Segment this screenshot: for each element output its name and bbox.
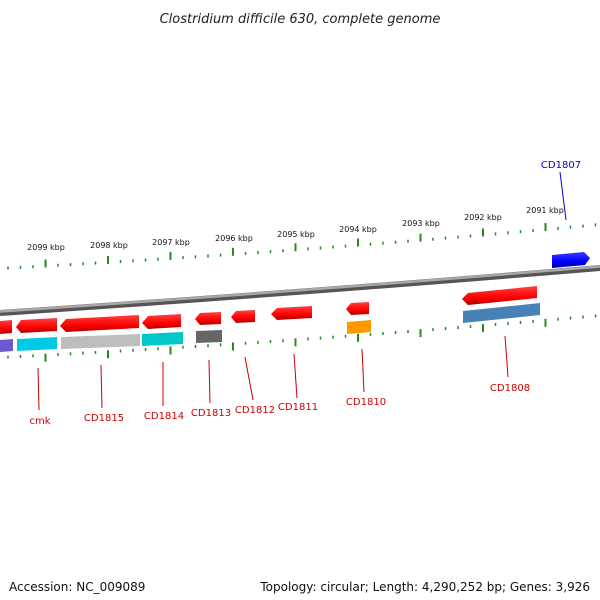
cog-block-purple [0,339,13,352]
gene-cmk-arrow[interactable] [16,318,57,333]
tick-label-2097: 2097 kbp [152,238,190,247]
gene-label-CD1813[interactable]: CD1813 [191,408,231,419]
cog-block-CD1815 [61,334,140,349]
gene-CD1815-arrow[interactable] [60,315,139,332]
gene-label-CD1807[interactable]: CD1807 [541,160,581,171]
reverse-cds-track [0,286,537,334]
tick-label-2092: 2092 kbp [464,213,502,222]
cog-block-CD1810 [347,320,371,334]
gene-cmk-neighbor-arrow[interactable] [0,320,12,334]
gene-CD1808-arrow[interactable] [462,286,537,305]
upper-tick-track [7,223,597,270]
cog-block-CD1808 [463,303,540,323]
gene-label-CD1812[interactable]: CD1812 [235,405,275,416]
gene-CD1810-arrow[interactable] [346,302,369,315]
cog-block-cmk [17,337,57,351]
tick-label-2094: 2094 kbp [339,225,377,234]
gene-CD1814-arrow[interactable] [142,314,181,329]
lower-tick-track [7,314,597,362]
gene-label-cmk[interactable]: cmk [29,416,50,427]
tick-label-2096: 2096 kbp [215,234,253,243]
gene-labels: cmk CD1815 CD1814 CD1813 CD1812 CD1811 C… [29,160,581,427]
gene-CD1812-arrow[interactable] [231,310,255,323]
genome-summary-text: Topology: circular; Length: 4,290,252 bp… [260,580,590,594]
tick-label-2095: 2095 kbp [277,230,315,239]
gene-label-CD1815[interactable]: CD1815 [84,413,124,424]
cog-block-CD1814 [142,332,183,346]
gene-label-CD1810[interactable]: CD1810 [346,397,386,408]
gene-label-CD1808[interactable]: CD1808 [490,383,530,394]
accession-text: Accession: NC_009089 [9,580,146,594]
cog-category-track [0,303,540,352]
gene-CD1811-arrow[interactable] [271,306,312,320]
gene-CD1807-arrow[interactable] [552,252,590,268]
genome-backbone [0,265,600,316]
gene-leader-lines [37,171,567,411]
forward-cds-track [552,252,590,268]
cog-block-CD1813 [196,330,222,343]
tick-label-2098: 2098 kbp [90,241,128,250]
tick-label-2099: 2099 kbp [27,243,65,252]
tick-label-2091: 2091 kbp [526,206,564,215]
tick-label-2093: 2093 kbp [402,219,440,228]
gene-label-CD1811[interactable]: CD1811 [278,402,318,413]
gene-label-CD1814[interactable]: CD1814 [144,411,184,422]
tick-labels: 2099 kbp 2098 kbp 2097 kbp 2096 kbp 2095… [27,206,564,252]
gene-CD1813-arrow[interactable] [195,312,221,325]
map-title: Clostridium difficile 630, complete geno… [160,12,441,27]
